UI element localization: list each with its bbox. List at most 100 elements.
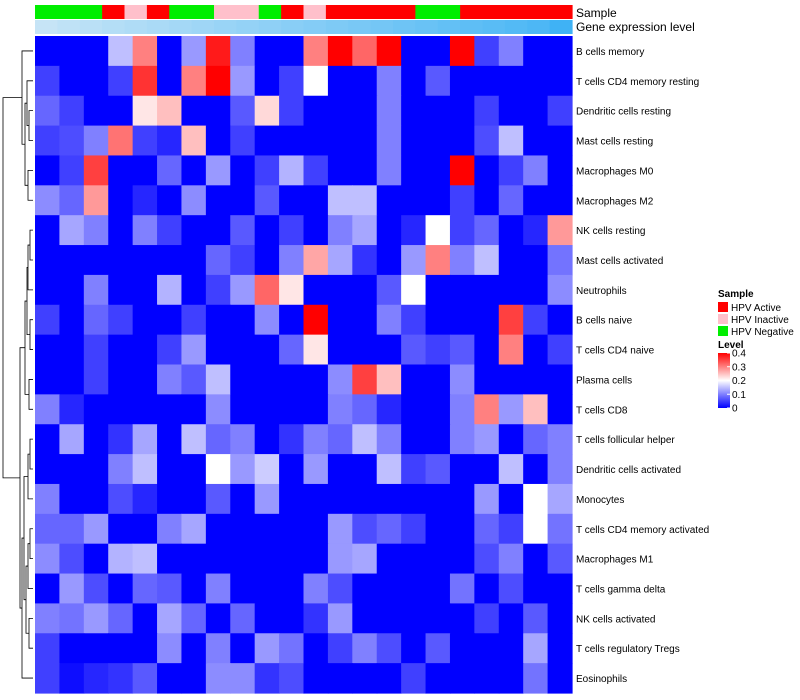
heatmap-cell xyxy=(132,334,158,366)
heatmap-cell xyxy=(425,543,451,575)
heatmap-cell xyxy=(327,304,353,336)
heatmap-cell xyxy=(474,543,500,575)
heatmap-cell xyxy=(547,543,573,575)
heatmap-cell xyxy=(474,424,500,455)
row-label: Dendritic cells activated xyxy=(576,465,681,476)
dendrogram-branch xyxy=(29,438,33,470)
heatmap-cell xyxy=(401,573,427,605)
row-dendrogram xyxy=(2,50,33,679)
heatmap-cell xyxy=(449,274,475,306)
heatmap-cell xyxy=(376,663,402,694)
sample-annotation-cell xyxy=(191,5,215,19)
heatmap-cell xyxy=(205,454,231,485)
expression-annotation-cell xyxy=(415,20,439,34)
heatmap-cell xyxy=(230,663,256,694)
heatmap-cell xyxy=(132,633,158,664)
dendrogram-branch xyxy=(27,543,33,589)
heatmap-cell xyxy=(523,36,549,67)
heatmap-cell xyxy=(181,185,207,216)
heatmap-cell xyxy=(132,663,158,694)
heatmap-cell xyxy=(327,245,353,276)
heatmap-cell xyxy=(327,483,353,515)
heatmap-cell xyxy=(425,483,451,515)
sample-annotation-cell xyxy=(482,5,506,19)
heatmap-cell xyxy=(83,95,109,127)
heatmap-cell xyxy=(279,424,305,455)
heatmap-cell xyxy=(205,95,231,127)
heatmap-cell xyxy=(83,573,109,605)
heatmap-cell xyxy=(254,424,280,455)
dendrogram-branch xyxy=(29,528,33,560)
heatmap-cell xyxy=(425,65,451,97)
heatmap-cell xyxy=(376,513,402,545)
heatmap-cell xyxy=(132,364,158,395)
heatmap-cell xyxy=(425,36,451,67)
heatmap-cell xyxy=(327,633,353,664)
heatmap-cell xyxy=(449,65,475,97)
heatmap-cell xyxy=(279,663,305,694)
heatmap-cell xyxy=(279,364,305,395)
heatmap-cell xyxy=(59,424,85,455)
heatmap-cell xyxy=(59,334,85,366)
heatmap-cell xyxy=(59,394,85,425)
expression-annotation-cell xyxy=(79,20,103,34)
heatmap-cell xyxy=(401,424,427,455)
row-label: T cells CD4 memory activated xyxy=(576,525,709,536)
heatmap-cell xyxy=(449,36,475,67)
heatmap-cell xyxy=(425,633,451,664)
heatmap-cell xyxy=(157,454,183,485)
heatmap-cell xyxy=(523,394,549,425)
column-annotation-bars xyxy=(35,5,573,34)
heatmap-cell xyxy=(376,483,402,515)
heatmap-cell xyxy=(35,334,61,366)
expression-annotation-cell xyxy=(124,20,148,34)
heatmap-cell xyxy=(352,95,378,127)
heatmap-cell xyxy=(401,65,427,97)
heatmap-cell xyxy=(59,364,85,395)
heatmap-cell xyxy=(254,95,280,127)
heatmap-cell xyxy=(205,543,231,575)
heatmap-cell xyxy=(352,65,378,97)
heatmap-cell xyxy=(205,364,231,395)
heatmap-cell xyxy=(35,215,61,246)
dendrogram-branch xyxy=(27,244,33,291)
dendrogram-branch xyxy=(28,110,33,141)
heatmap-cell xyxy=(279,334,305,366)
heatmap-cell xyxy=(303,215,329,246)
heatmap-cell xyxy=(425,364,451,395)
expression-annotation-cell xyxy=(393,20,416,34)
heatmap-cell xyxy=(498,36,524,67)
heatmap-cell xyxy=(376,36,402,67)
legend-item-label: HPV Active xyxy=(731,303,781,314)
heatmap-cell xyxy=(449,663,475,694)
row-label: Macrophages M2 xyxy=(576,196,654,207)
heatmap-cell xyxy=(205,573,231,605)
heatmap-cell xyxy=(547,36,573,67)
heatmap-cell xyxy=(523,543,549,575)
heatmap-cell xyxy=(498,663,524,694)
dendrogram-branch xyxy=(28,617,33,649)
heatmap-cell xyxy=(59,245,85,276)
heatmap-cell xyxy=(108,603,134,634)
heatmap-cell xyxy=(35,454,61,485)
heatmap-cell xyxy=(498,633,524,664)
row-label: T cells CD4 memory resting xyxy=(576,77,699,88)
heatmap-cell xyxy=(376,215,402,246)
heatmap-cell xyxy=(108,304,134,336)
heatmap-cell xyxy=(401,334,427,366)
heatmap-cell xyxy=(523,454,549,485)
dendrogram-branch xyxy=(29,319,33,350)
heatmap-cell xyxy=(83,424,109,455)
heatmap-cell xyxy=(449,633,475,664)
heatmap-cell xyxy=(425,424,451,455)
row-label: Neutrophils xyxy=(576,286,627,297)
heatmap-cell xyxy=(303,95,329,127)
heatmap-cell xyxy=(108,36,134,67)
heatmap-cell xyxy=(352,304,378,336)
dendrogram-branch xyxy=(21,50,33,145)
row-label: B cells memory xyxy=(576,47,644,58)
heatmap-cell xyxy=(498,215,524,246)
heatmap-cell xyxy=(205,155,231,186)
heatmap-cell xyxy=(279,274,305,306)
expression-annotation-cell xyxy=(35,20,58,34)
